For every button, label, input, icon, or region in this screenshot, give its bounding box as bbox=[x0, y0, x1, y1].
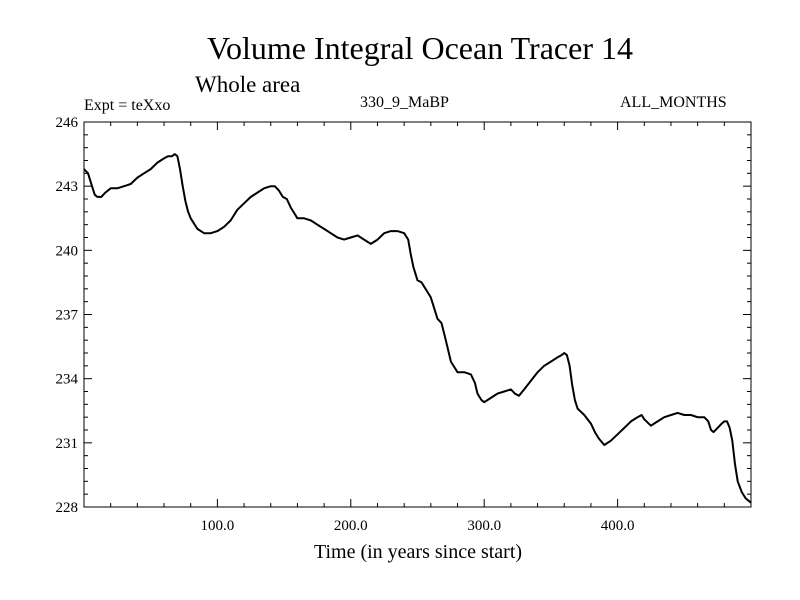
series-line bbox=[83, 153, 752, 504]
x-tick-label: 300.0 bbox=[467, 518, 501, 534]
experiment-label: Expt = teXxo bbox=[84, 97, 171, 114]
y-tick-label: 231 bbox=[56, 436, 79, 452]
y-tick-label: 228 bbox=[56, 500, 79, 516]
y-tick-label: 234 bbox=[56, 372, 79, 388]
x-axis-label: Time (in years since start) bbox=[313, 541, 523, 563]
plot-frame bbox=[83, 121, 752, 508]
x-tick-label: 100.0 bbox=[201, 518, 235, 534]
y-tick-label: 243 bbox=[56, 179, 79, 195]
x-axis-ticks: 100.0 200.0 300.0 400.0 bbox=[110, 122, 725, 534]
chart-subtitle: Whole area bbox=[195, 72, 301, 97]
series-layer bbox=[83, 153, 752, 504]
y-tick-label: 240 bbox=[56, 243, 79, 259]
chart-title: Volume Integral Ocean Tracer 14 bbox=[207, 30, 633, 66]
season-label: ALL_MONTHS bbox=[620, 94, 727, 111]
period-label: 330_9_MaBP bbox=[360, 94, 449, 111]
y-tick-label: 246 bbox=[56, 115, 79, 131]
x-tick-label: 200.0 bbox=[334, 518, 368, 534]
y-tick-label: 237 bbox=[56, 308, 79, 324]
y-axis-ticks: 228 231 234 237 240 243 246 bbox=[56, 115, 751, 516]
x-tick-label: 400.0 bbox=[601, 518, 635, 534]
